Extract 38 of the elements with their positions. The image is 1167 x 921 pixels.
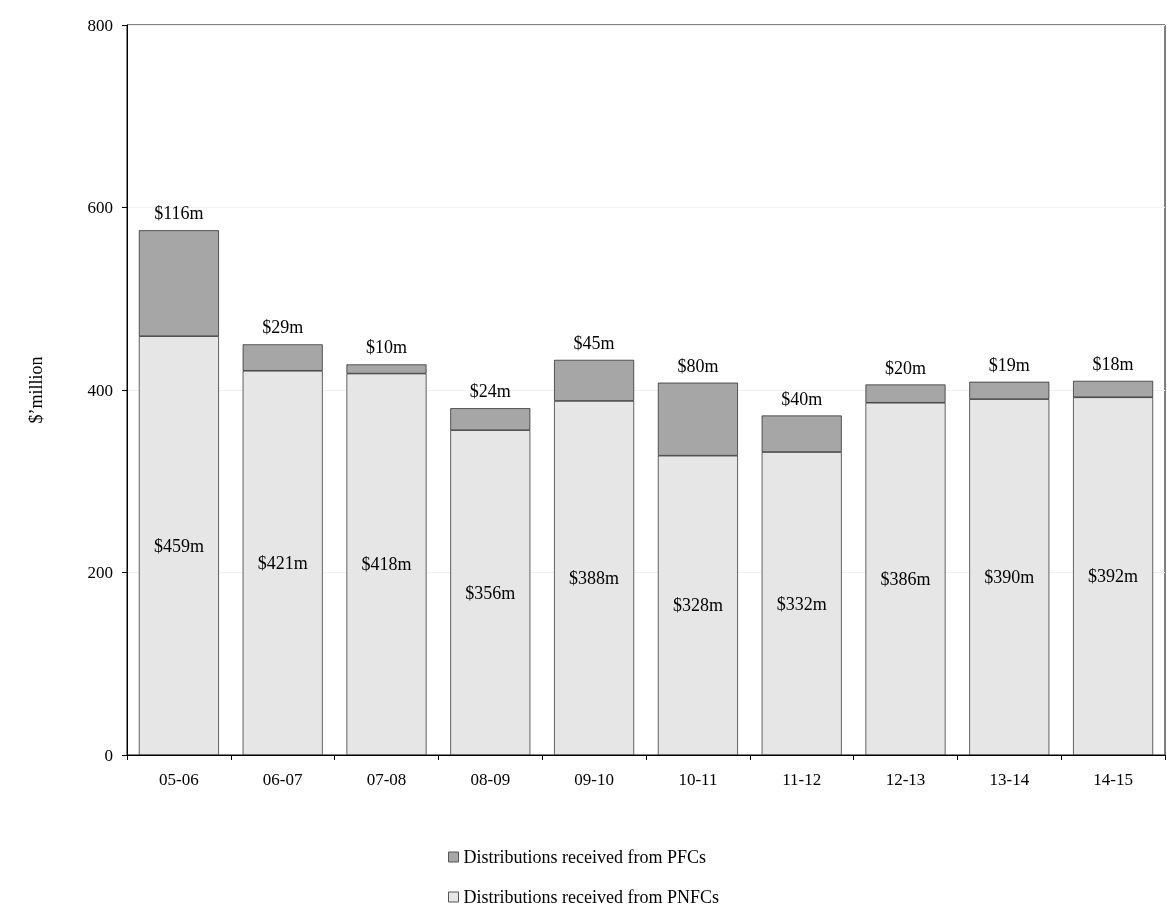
data-label: $18m	[1092, 353, 1134, 374]
y-tick-label: 800	[87, 15, 113, 35]
x-tick-label: 06-07	[262, 770, 304, 789]
data-label: $328m	[672, 595, 723, 616]
data-label: $459m	[153, 535, 204, 556]
x-tick-label: 09-10	[574, 770, 614, 789]
legend-label: Distributions received from PFCs	[463, 847, 706, 867]
y-axis-title: $’million	[26, 356, 46, 424]
y-tick-label: 200	[87, 563, 113, 582]
data-label: $388m	[569, 567, 620, 588]
x-tick-label: 14-15	[1093, 770, 1133, 789]
x-tick-label: 08-09	[470, 770, 511, 789]
data-label: $19m	[988, 354, 1030, 375]
x-tick-label: 05-06	[159, 770, 199, 789]
data-label: $356m	[465, 582, 516, 603]
data-label: $80m	[677, 355, 719, 376]
x-tick-label: 12-13	[885, 770, 926, 789]
y-tick-label: 400	[87, 380, 113, 400]
x-tick-label: 11-12	[782, 770, 822, 789]
data-label: $332m	[776, 593, 827, 614]
data-label: $421m	[257, 552, 308, 573]
y-tick-label: 600	[87, 198, 113, 217]
data-label: $418m	[361, 554, 412, 575]
y-tick-label: 0	[104, 745, 113, 765]
legend-label: Distributions received from PNFCs	[463, 887, 719, 907]
x-tick-label: 10-11	[678, 770, 718, 789]
x-tick-label: 13-14	[989, 770, 1030, 789]
data-label: $24m	[469, 381, 511, 402]
data-label: $10m	[365, 337, 408, 358]
data-label: $116m	[154, 203, 204, 224]
data-label: $45m	[573, 332, 615, 353]
data-label: $392m	[1088, 566, 1139, 587]
data-label: $386m	[880, 568, 931, 589]
data-label: $40m	[781, 388, 823, 409]
data-label: $29m	[262, 317, 304, 338]
data-label: $20m	[884, 357, 927, 378]
x-tick-label: 07-08	[366, 770, 407, 789]
data-label: $390m	[984, 567, 1035, 588]
